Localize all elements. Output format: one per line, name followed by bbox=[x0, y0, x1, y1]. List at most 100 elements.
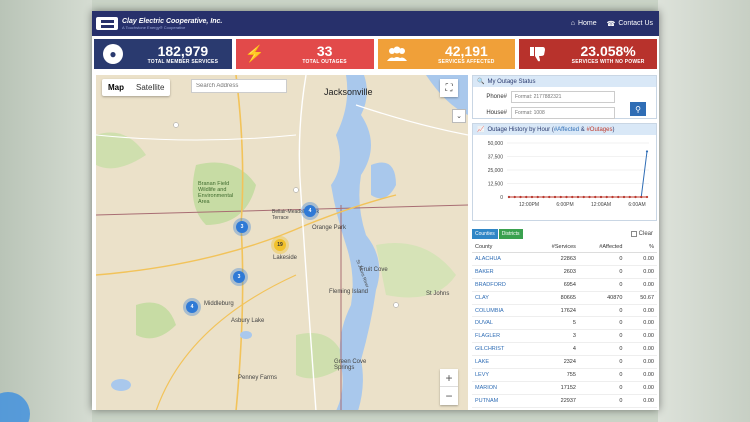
map-label-st-johns: St Johns bbox=[426, 291, 450, 297]
house-label: House# bbox=[486, 110, 507, 116]
county-cell[interactable]: PUTNAM bbox=[472, 394, 531, 408]
history-title: Outage History by Hour (#Affected & #Out… bbox=[487, 126, 615, 133]
table-row[interactable]: FLAGLER 3 0 0.00 bbox=[472, 329, 657, 344]
data-point bbox=[588, 195, 591, 199]
zoom-out-button[interactable]: − bbox=[445, 389, 453, 403]
home-icon: ⌂ bbox=[570, 20, 575, 27]
tab-counties[interactable]: Counties bbox=[472, 229, 498, 239]
map-label-penney: Penney Farms bbox=[238, 375, 278, 381]
table-row[interactable]: BAKER 2603 0 0.00 bbox=[472, 265, 657, 279]
outage-cluster[interactable]: 4 bbox=[304, 205, 316, 217]
brand-name: Clay Electric Cooperative, Inc. bbox=[122, 17, 223, 25]
map-label-fruit-cove: Fruit Cove bbox=[360, 267, 388, 273]
tab-districts[interactable]: Districts bbox=[498, 229, 523, 239]
affected-cell: 0 bbox=[578, 278, 626, 292]
map-tab-map[interactable]: Map bbox=[108, 83, 124, 92]
affected-cell: 0 bbox=[578, 342, 626, 357]
table-row[interactable]: BRADFORD 6954 0 0.00 bbox=[472, 278, 657, 292]
outage-cluster[interactable]: 3 bbox=[233, 271, 245, 283]
table-row[interactable]: LEVY 755 0 0.00 bbox=[472, 368, 657, 382]
y-tick-label: 50,000 bbox=[488, 141, 504, 147]
county-cell[interactable]: FLAGLER bbox=[472, 329, 531, 344]
phone-input[interactable] bbox=[511, 91, 615, 103]
affected-cell: 0 bbox=[578, 394, 626, 408]
data-point bbox=[605, 195, 608, 199]
stat-value: 182,979 bbox=[157, 42, 209, 59]
services-cell: 2324 bbox=[530, 355, 579, 370]
county-cell[interactable]: ALACHUA bbox=[472, 252, 531, 266]
clear-checkbox[interactable]: Clear bbox=[630, 231, 657, 237]
data-point bbox=[576, 195, 580, 199]
county-cell[interactable]: DUVAL bbox=[472, 316, 531, 331]
county-cell[interactable]: CLAY bbox=[472, 291, 531, 305]
services-cell: 2603 bbox=[530, 265, 579, 279]
stat-value: 23.058% bbox=[580, 42, 636, 59]
bolt-icon: ⚡ bbox=[244, 46, 265, 63]
chart-icon: 📈 bbox=[477, 127, 485, 133]
outage-cluster[interactable]: 3 bbox=[236, 221, 248, 233]
affected-cell: 0 bbox=[578, 304, 626, 318]
affected-cell: 0 bbox=[578, 355, 626, 370]
y-tick-label: 0 bbox=[500, 195, 503, 201]
data-point bbox=[640, 195, 643, 199]
county-cell[interactable]: LEVY bbox=[472, 368, 531, 382]
y-tick-label: 37,500 bbox=[488, 155, 504, 161]
history-chart: 50,000 37,500 25,000 12,500 0 12:00PM 6:00PM 12… bbox=[488, 141, 649, 208]
nav-contact-link[interactable]: ☎ Contact Us bbox=[607, 20, 653, 28]
services-cell: 17152 bbox=[530, 381, 579, 395]
user-icon: ● bbox=[102, 43, 124, 65]
fullscreen-icon[interactable]: ⛶ bbox=[440, 79, 458, 97]
outage-status-title: My Outage Status bbox=[487, 78, 536, 85]
data-point bbox=[565, 195, 568, 199]
col-percent: % bbox=[625, 242, 657, 253]
map-type-toggle: Map Satellite bbox=[102, 79, 171, 96]
search-icon: 🔍 bbox=[477, 79, 485, 85]
x-tick-label: 6:00PM bbox=[556, 202, 573, 208]
county-cell[interactable]: GILCHRIST bbox=[472, 342, 531, 357]
county-cell[interactable]: MARION bbox=[472, 381, 531, 395]
zoom-in-button[interactable]: + bbox=[440, 369, 458, 387]
table-row[interactable]: DUVAL 5 0 0.00 bbox=[472, 316, 657, 331]
county-cell[interactable]: LAKE bbox=[472, 355, 531, 370]
county-cell[interactable]: BRADFORD bbox=[472, 278, 531, 292]
stat-value: 33 bbox=[316, 42, 333, 59]
map-label-fleming: Fleming Island bbox=[329, 289, 369, 295]
outage-dashboard: Clay Electric Cooperative, Inc. A Touchs… bbox=[92, 11, 659, 410]
outage-cluster[interactable]: 19 bbox=[274, 239, 286, 251]
stat-services-affected: 42,191 SERVICES AFFECTED bbox=[377, 39, 516, 69]
services-cell: 22863 bbox=[530, 252, 579, 266]
county-cell[interactable]: BAKER bbox=[472, 265, 531, 279]
zoom-control: + − bbox=[440, 369, 458, 405]
affected-cell: 0 bbox=[578, 316, 626, 331]
county-cell[interactable]: COLUMBIA bbox=[472, 304, 531, 318]
counties-table: County #Services #Affected % ALACHUA 2286… bbox=[472, 242, 657, 408]
table-row[interactable]: LAKE 2324 0 0.00 bbox=[472, 355, 657, 370]
table-row[interactable]: MARION 17152 0 0.00 bbox=[472, 381, 657, 395]
nav-home-link[interactable]: ⌂ Home bbox=[571, 20, 597, 28]
table-row[interactable]: GILCHRIST 4 0 0.00 bbox=[472, 342, 657, 357]
stat-total-members: ● 182,979 TOTAL MEMBER SERVICES bbox=[94, 39, 232, 69]
search-button[interactable]: ⚲ bbox=[630, 102, 646, 116]
search-icon: ⚲ bbox=[635, 104, 641, 114]
table-row[interactable]: ALACHUA 22863 0 0.00 bbox=[472, 252, 657, 266]
checkbox-icon bbox=[630, 231, 637, 237]
outage-cluster[interactable]: 4 bbox=[186, 301, 198, 313]
table-row[interactable]: PUTNAM 22937 0 0.00 bbox=[472, 394, 657, 408]
map-canvas bbox=[96, 75, 468, 410]
house-input[interactable] bbox=[511, 107, 615, 119]
table-row[interactable]: CLAY 80665 40870 50.67 bbox=[472, 291, 657, 305]
chevron-down-icon[interactable]: ⌄ bbox=[452, 109, 466, 123]
outage-map[interactable]: Jacksonville Branan Field Wildlife and E… bbox=[96, 75, 468, 410]
table-header-row: County #Services #Affected % bbox=[472, 242, 657, 253]
table-row[interactable]: COLUMBIA 17624 0 0.00 bbox=[472, 304, 657, 318]
address-search-input[interactable] bbox=[191, 79, 287, 93]
data-point bbox=[611, 195, 614, 199]
map-label-lakeside: Lakeside bbox=[273, 255, 298, 261]
brand[interactable]: Clay Electric Cooperative, Inc. A Touchs… bbox=[96, 17, 222, 30]
map-tab-satellite[interactable]: Satellite bbox=[136, 83, 165, 92]
clear-label: Clear bbox=[638, 231, 653, 237]
counties-panel: Counties Districts Clear County #Service… bbox=[472, 227, 657, 410]
data-point bbox=[645, 150, 649, 153]
background-right bbox=[658, 0, 750, 422]
map-label-middleburg: Middleburg bbox=[204, 301, 234, 307]
